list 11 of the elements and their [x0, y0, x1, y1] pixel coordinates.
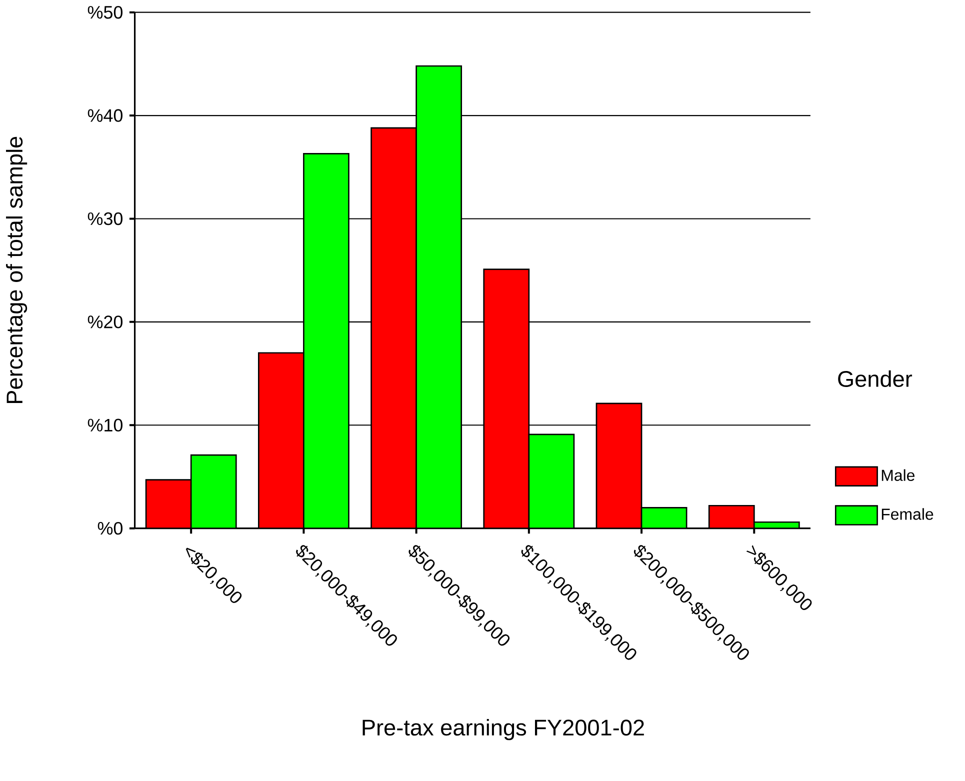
- y-tick-label: %40: [88, 109, 122, 122]
- y-tick-label: %10: [88, 418, 122, 432]
- x-axis-title: Pre-tax earnings FY2001-02: [362, 718, 644, 740]
- legend-label: Female: [882, 508, 934, 520]
- y-tick-label: %20: [88, 315, 122, 328]
- y-tick-label: %50: [88, 6, 122, 19]
- legend-label: Male: [882, 469, 914, 481]
- y-tick-label: %0: [98, 522, 122, 535]
- y-tick-label: %30: [88, 212, 122, 226]
- y-axis-title: Percentage of total sample: [6, 136, 28, 403]
- legend-title: Gender: [838, 370, 912, 387]
